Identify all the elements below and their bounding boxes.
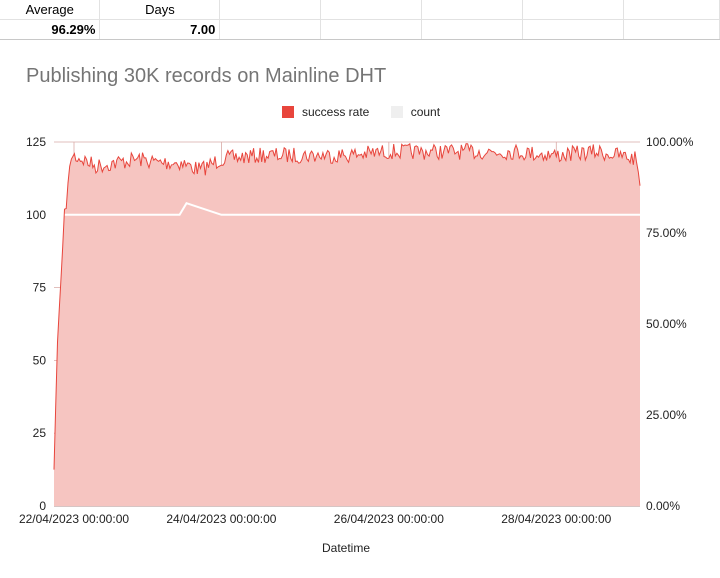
y-left-tick-label: 125 [26,135,46,149]
chart-axes: 0 25 50 75 100 125 0.00% 25.00% 50.00% 75.00% 100.… [19,135,694,526]
y-right-tick-label: 50.00% [646,317,687,331]
days-value[interactable]: 7.00 [99,19,221,40]
y-left-tick-label: 25 [33,426,47,440]
legend-swatch-success-rate [282,106,294,118]
legend-swatch-count [390,106,403,118]
header-average[interactable]: Average [0,0,101,20]
y-right-tick-label: 0.00% [646,499,680,513]
y-left-tick-label: 50 [33,353,47,367]
chart-title: Publishing 30K records on Mainline DHT [26,65,387,87]
y-left-tick-label: 75 [33,281,47,295]
chart-series [53,142,641,506]
x-axis-title: Datetime [322,541,370,555]
y-right-tick-label: 75.00% [646,226,687,240]
x-tick-label: 24/04/2023 00:00:00 [166,512,276,526]
legend-label-count: count [410,105,441,119]
legend-item-count[interactable]: count [390,105,441,119]
empty-cell[interactable] [623,19,720,40]
legend-item-success-rate[interactable]: success rate [282,105,369,119]
empty-cell[interactable] [320,0,423,20]
x-tick-label: 28/04/2023 00:00:00 [501,512,611,526]
header-days[interactable]: Days [99,0,221,20]
empty-cell[interactable] [421,0,524,20]
success-rate-area [54,143,640,506]
summary-table: Average Days 96.29% 7.00 [0,0,720,40]
empty-cell[interactable] [219,0,322,20]
empty-cell[interactable] [421,19,524,40]
spreadsheet-summary: Average Days 96.29% 7.00 [0,0,720,40]
empty-cell[interactable] [623,0,720,20]
empty-cell[interactable] [219,19,322,40]
y-right-tick-label: 25.00% [646,408,687,422]
average-value[interactable]: 96.29% [0,19,101,40]
x-tick-label: 22/04/2023 00:00:00 [19,512,129,526]
x-tick-label: 26/04/2023 00:00:00 [334,512,444,526]
success-rate-line [53,142,641,470]
empty-cell[interactable] [320,19,423,40]
y-right-tick-label: 100.00% [646,135,694,149]
y-left-tick-label: 0 [39,499,46,513]
y-left-tick-label: 100 [26,208,46,222]
chart-legend: success rate count [282,105,458,121]
legend-label-success-rate: success rate [302,105,370,119]
empty-cell[interactable] [522,19,624,40]
empty-cell[interactable] [522,0,624,20]
count-line [54,201,640,216]
